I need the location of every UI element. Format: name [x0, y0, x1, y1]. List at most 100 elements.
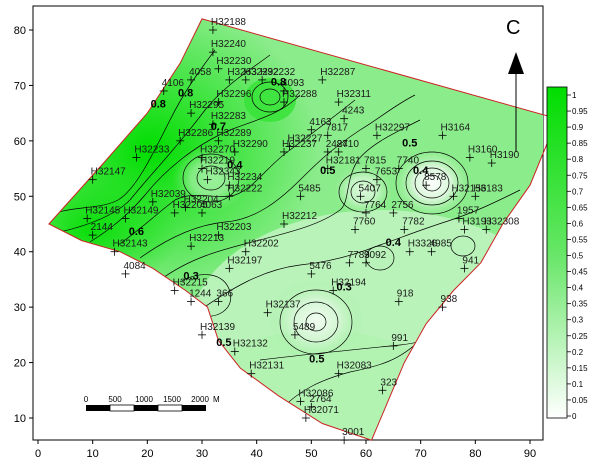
station-marker: H32308: [482, 217, 520, 234]
colorbar-label: 0.35: [572, 300, 588, 309]
station-label: H32204: [184, 194, 219, 205]
station-label: 8578: [424, 172, 447, 183]
station-label: 4058: [189, 67, 212, 78]
station-label: 4063: [200, 200, 223, 211]
station-marker: 1244: [187, 289, 212, 306]
station-marker: 5407: [356, 183, 382, 201]
station-label: H32287: [320, 67, 355, 78]
y-tick-label: 10: [14, 413, 26, 425]
station-marker: 4058: [187, 67, 212, 84]
station-label: 1957: [457, 205, 480, 216]
station-label: H32203: [216, 222, 251, 233]
colorbar-label: 0.5: [572, 252, 584, 261]
station-marker: 3001: [340, 427, 365, 445]
station-marker: H32147: [88, 167, 126, 184]
station-label: H32145: [85, 205, 120, 216]
colorbar-label: 0.1: [572, 380, 584, 389]
station-label: H32213: [189, 233, 224, 244]
station-marker: H32202: [241, 239, 279, 256]
station-label: H32071: [304, 405, 339, 416]
x-tick-label: 30: [196, 448, 208, 460]
station-label: H32131: [249, 361, 284, 372]
x-tick-label: 0: [35, 448, 41, 460]
colorbar-label: 0.75: [572, 171, 588, 180]
station-label: 1244: [189, 289, 212, 300]
station-marker: 9092: [362, 250, 387, 267]
station-marker: H32188: [208, 17, 246, 34]
station-marker: H32181: [323, 156, 361, 173]
station-marker: H32132: [230, 338, 268, 356]
scale-label-3: 1500: [163, 395, 181, 404]
station-marker: H32071: [301, 405, 339, 422]
station-label: 4163: [309, 117, 332, 128]
station-label: 938: [441, 294, 458, 305]
colorbar-label: 0.4: [572, 284, 584, 293]
station-marker: H32234: [225, 172, 263, 190]
station-label: H3326: [408, 239, 438, 250]
station-marker: H32194: [329, 278, 367, 295]
panel-label: C: [506, 17, 520, 39]
station-label: H32086: [298, 388, 333, 399]
station-label: H32343: [205, 167, 240, 178]
station-marker: H32145: [83, 205, 121, 223]
station-label: 991: [391, 333, 408, 344]
station-label: H32311: [337, 89, 372, 100]
station-label: 7782: [402, 217, 425, 228]
x-tick-label: 40: [251, 448, 263, 460]
station-marker: H32289: [214, 128, 252, 145]
station-marker: H32296: [214, 89, 252, 107]
station-marker: 4106: [159, 78, 184, 95]
station-label: H32143: [113, 239, 148, 250]
station-label: 323: [380, 377, 397, 388]
station-label: H32290: [233, 139, 268, 150]
station-label: 2144: [91, 222, 114, 233]
station-marker: 323: [378, 377, 398, 395]
scale-label-1: 500: [108, 395, 122, 404]
station-label: H32308: [484, 217, 519, 228]
station-label: 5407: [359, 183, 382, 194]
colorbar-label: 0.95: [572, 107, 588, 116]
y-axis: 10 20 30 40 50 60 70 80: [14, 25, 33, 425]
contour-label: 0.8: [151, 99, 166, 111]
colorbar-label: 0.65: [572, 203, 588, 212]
station-label: 918: [397, 289, 414, 300]
colorbar-label: 0: [572, 412, 577, 421]
colorbar-label: 1: [572, 91, 577, 100]
station-label: 7815: [364, 156, 387, 167]
station-marker: H32203: [214, 222, 252, 240]
station-label: H32205: [173, 200, 208, 211]
station-marker: H3326: [405, 239, 438, 256]
station-label: H32147: [91, 167, 126, 178]
station-label: H32230: [216, 56, 251, 67]
station-label: H32234: [227, 172, 262, 183]
station-marker: H32215: [170, 278, 208, 295]
colorbar-label: 0.55: [572, 235, 588, 244]
station-marker: 2427: [323, 139, 348, 156]
colorbar-label: 0.7: [572, 187, 584, 196]
station-label: H3193: [462, 217, 492, 228]
colorbar-label: 0.45: [572, 268, 588, 277]
x-tick-label: 10: [87, 448, 99, 460]
station-marker: H32343: [203, 167, 241, 184]
station-marker: 4985: [427, 239, 452, 256]
station-marker: H32295: [187, 100, 225, 118]
station-label: H32289: [216, 128, 251, 139]
station-marker: 4063: [198, 200, 223, 217]
station-marker: H32287: [318, 67, 356, 84]
y-tick-label: 70: [14, 80, 26, 92]
station-label: H32188: [211, 17, 246, 28]
station-marker: H3164: [438, 122, 470, 140]
station-marker: 7815: [362, 156, 387, 173]
station-marker: H32240: [208, 39, 246, 57]
station-marker: 918: [394, 289, 414, 306]
colorbar-label: 0.8: [572, 155, 584, 164]
station-label: H32295: [189, 100, 224, 111]
station-label: H32283: [211, 111, 246, 122]
station-label: H32197: [227, 255, 262, 266]
station-marker: H32227: [285, 133, 323, 151]
station-label: 941: [462, 255, 479, 266]
station-marker: 8578: [422, 172, 447, 190]
north-arrow-icon: [508, 52, 524, 152]
station-marker: H32212: [280, 211, 317, 228]
station-marker: H32297: [372, 122, 410, 140]
